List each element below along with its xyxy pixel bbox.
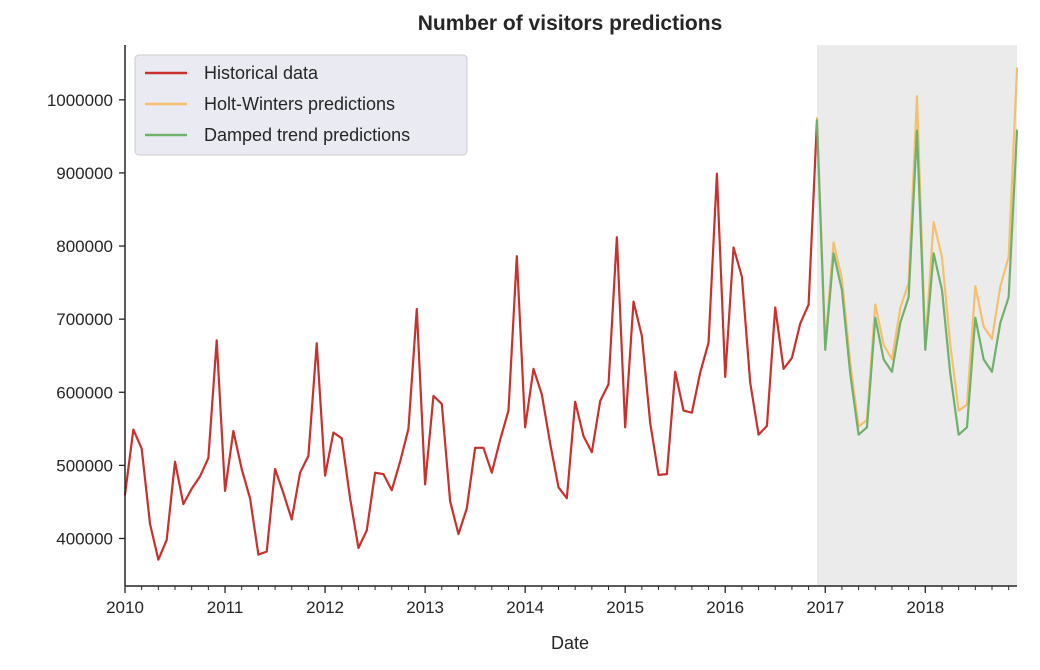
x-tick-label: 2014: [506, 598, 544, 617]
legend-entry-label: Holt-Winters predictions: [204, 94, 395, 114]
y-tick-label: 600000: [56, 383, 113, 402]
x-tick-label: 2013: [406, 598, 444, 617]
legend-entry-label: Damped trend predictions: [204, 125, 410, 145]
y-tick-label: 800000: [56, 237, 113, 256]
legend: Historical data Holt-Winters predictions D…: [134, 54, 468, 156]
y-tick-label: 700000: [56, 310, 113, 329]
x-axis-ticks: 2010 2011 2012 2013 2014 2015 2016 2017 2018: [106, 586, 1010, 617]
y-tick-label: 400000: [56, 529, 113, 548]
y-tick-label: 900000: [56, 164, 113, 183]
x-tick-label: 2011: [207, 598, 244, 617]
y-axis-ticks: 400000 500000 600000 700000 800000 900000 1000…: [47, 91, 125, 548]
x-tick-label: 2016: [706, 598, 744, 617]
x-tick-label: 2018: [906, 598, 944, 617]
y-tick-label: 500000: [56, 456, 113, 475]
legend-box: [134, 54, 468, 156]
x-axis-label: Date: [551, 633, 589, 653]
series-line-historical-data: [123, 120, 819, 561]
x-tick-label: 2015: [606, 598, 644, 617]
legend-entry-label: Historical data: [204, 63, 319, 83]
series-lines: [123, 67, 1019, 561]
chart-title: Number of visitors predictions: [418, 12, 723, 35]
x-tick-label: 2017: [806, 598, 844, 617]
x-tick-label: 2010: [106, 598, 144, 617]
y-tick-label: 1000000: [47, 91, 113, 110]
x-tick-label: 2012: [306, 598, 344, 617]
series-line-damped-trend-predictions: [815, 119, 1019, 436]
